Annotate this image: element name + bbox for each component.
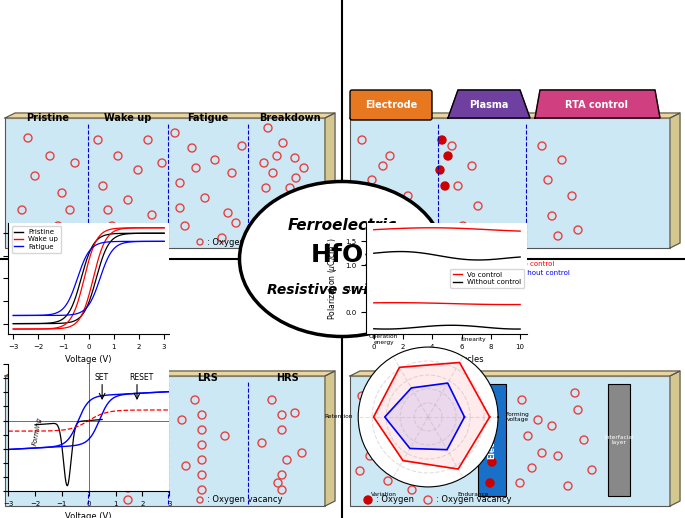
Circle shape — [364, 496, 372, 504]
Circle shape — [436, 166, 444, 174]
Circle shape — [486, 392, 494, 400]
Text: Pristine: Pristine — [27, 113, 69, 123]
Bar — [608, 384, 630, 496]
Text: HRS: HRS — [277, 373, 299, 383]
Polygon shape — [373, 363, 490, 469]
Text: Electrode: Electrode — [365, 100, 417, 110]
Polygon shape — [670, 113, 680, 248]
Polygon shape — [325, 371, 335, 506]
Text: Dopant: Dopant — [420, 371, 451, 380]
Text: Initial: Initial — [32, 373, 64, 383]
X-axis label: Voltage (V): Voltage (V) — [66, 355, 112, 364]
Text: — Vo control: — Vo control — [510, 261, 554, 267]
X-axis label: Voltage (V): Voltage (V) — [66, 512, 112, 518]
Text: HfO$_2$: HfO$_2$ — [310, 241, 374, 269]
Text: Electrode: Electrode — [488, 418, 497, 458]
Text: : Oxygen vacancy: : Oxygen vacancy — [207, 237, 282, 247]
Text: : Oxygen vacancy: : Oxygen vacancy — [436, 496, 512, 505]
Ellipse shape — [240, 181, 445, 337]
Circle shape — [451, 438, 461, 448]
Text: Fatigue: Fatigue — [188, 113, 229, 123]
Circle shape — [488, 416, 496, 424]
Bar — [350, 118, 670, 248]
Circle shape — [441, 182, 449, 190]
Y-axis label: Polarization ($\mu$C/cm$^2$): Polarization ($\mu$C/cm$^2$) — [325, 237, 340, 320]
Polygon shape — [385, 383, 464, 450]
Polygon shape — [350, 371, 680, 376]
Polygon shape — [5, 371, 335, 376]
Polygon shape — [350, 113, 680, 118]
Text: Interfacial
layer: Interfacial layer — [604, 435, 634, 445]
Circle shape — [364, 238, 372, 246]
Polygon shape — [448, 90, 530, 118]
Text: Forming: Forming — [105, 373, 151, 383]
Circle shape — [438, 136, 446, 144]
X-axis label: Number of cycles: Number of cycles — [410, 355, 484, 364]
Polygon shape — [535, 90, 660, 118]
Circle shape — [447, 415, 457, 425]
Polygon shape — [670, 371, 680, 506]
Text: SET: SET — [94, 372, 108, 382]
Polygon shape — [5, 113, 335, 118]
Text: : Oxygen vacancy: : Oxygen vacancy — [436, 237, 512, 247]
Text: Ferroelectric: Ferroelectric — [288, 218, 397, 233]
Bar — [350, 376, 670, 506]
Circle shape — [408, 373, 416, 381]
Circle shape — [486, 479, 494, 487]
Text: RESET: RESET — [129, 372, 153, 382]
Circle shape — [449, 461, 459, 471]
Bar — [5, 376, 325, 506]
Text: : Oxygen vacancy: : Oxygen vacancy — [207, 496, 282, 505]
Polygon shape — [325, 113, 335, 248]
Text: Resistive switching: Resistive switching — [267, 283, 417, 297]
Text: Wake up: Wake up — [104, 113, 151, 123]
Legend: Vo control, Without control: Vo control, Without control — [451, 269, 524, 288]
Text: : Oxygen: : Oxygen — [376, 237, 414, 247]
Text: Breakdown: Breakdown — [259, 113, 321, 123]
Bar — [5, 118, 325, 248]
Circle shape — [488, 458, 496, 466]
Text: LRS: LRS — [197, 373, 219, 383]
Bar — [478, 384, 506, 496]
Circle shape — [486, 436, 494, 444]
Text: – Without control: – Without control — [510, 270, 570, 276]
Legend: Pristine, Wake up, Fatigue: Pristine, Wake up, Fatigue — [12, 226, 61, 253]
FancyBboxPatch shape — [350, 90, 432, 120]
Text: Forming: Forming — [32, 416, 43, 446]
Text: : Oxygen: : Oxygen — [376, 496, 414, 505]
Text: Plasma: Plasma — [469, 100, 509, 110]
Circle shape — [444, 152, 452, 160]
Text: RTA control: RTA control — [566, 100, 629, 110]
